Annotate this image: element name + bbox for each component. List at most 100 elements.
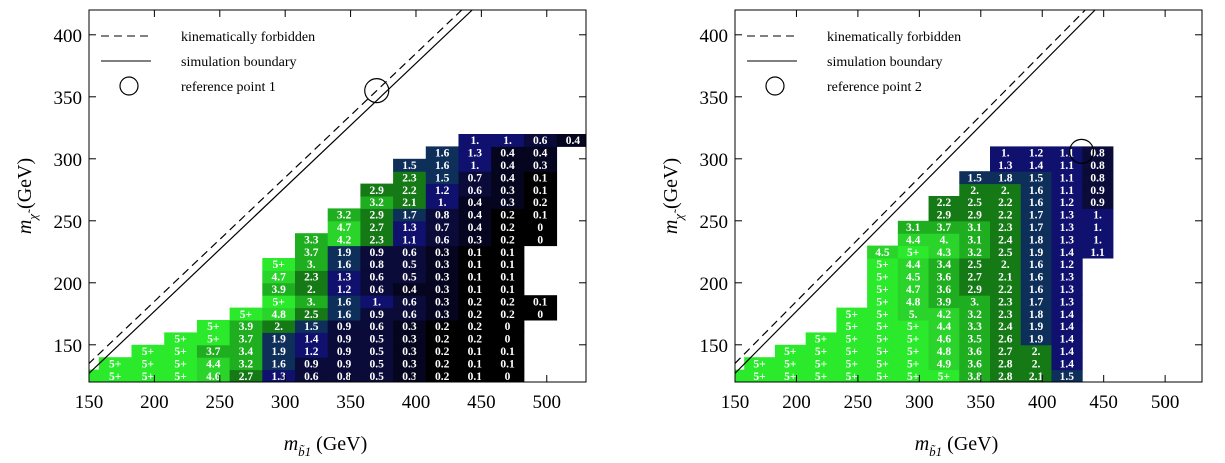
cell-label: 0.8 [337, 371, 352, 383]
cell-label: 4.8 [937, 346, 952, 358]
heatmap-cell [327, 245, 361, 259]
cell-label: 1.8 [1029, 234, 1044, 246]
heatmap-cell [1020, 146, 1052, 160]
cell-label: 3.1 [967, 222, 982, 234]
heatmap-cell [959, 220, 991, 234]
cell-label: 2.2 [402, 185, 417, 197]
y-axis-units: (GeV) [660, 158, 682, 214]
cell-label: 1.1 [402, 234, 417, 246]
cell-label: 0.2 [500, 234, 515, 246]
heatmap-cell [327, 233, 361, 247]
cell-label: 0.2 [468, 334, 483, 346]
cell-label: 0.2 [500, 222, 515, 234]
cell-label: 0.1 [533, 296, 548, 308]
cell-label: 0.9 [370, 247, 385, 259]
cell-label: 1.3 [337, 272, 352, 284]
cell-label: 0.2 [533, 197, 548, 209]
cell-label: 0.2 [435, 358, 450, 370]
heatmap-cell [327, 258, 361, 271]
cell-label: 1.1 [1060, 185, 1075, 197]
cell-label: 0.3 [533, 160, 548, 172]
heatmap-cell [867, 245, 899, 259]
heatmap-cell [928, 258, 960, 271]
heatmap-cell [360, 320, 394, 333]
heatmap-cell [458, 208, 492, 222]
cell-label: 1.3 [402, 222, 417, 234]
y-axis-symbol: m [14, 220, 36, 234]
cell-label: 0.8 [1090, 160, 1105, 172]
heatmap-cell [393, 357, 427, 371]
x-tick-label: 350 [967, 392, 996, 413]
cell-label: 4.7 [337, 222, 352, 234]
cell-label: 0.1 [468, 259, 483, 271]
heatmap-cell [393, 245, 427, 259]
cell-label: 5+ [174, 358, 186, 370]
heatmap-cell [458, 320, 492, 333]
cell-label: 5+ [938, 371, 950, 383]
heatmap-cell [523, 196, 558, 209]
heatmap-cell [928, 245, 960, 259]
heatmap-cell [774, 369, 807, 382]
heatmap-cell [98, 369, 133, 382]
cell-label: 0.5 [370, 334, 385, 346]
cell-label: 3.4 [937, 259, 952, 271]
heatmap-cell [458, 332, 492, 346]
heatmap-cell [229, 357, 263, 371]
cell-label: 0.6 [402, 247, 417, 259]
heatmap-cell [262, 332, 296, 346]
heatmap-cell [98, 357, 133, 371]
cell-label: 3.6 [967, 358, 982, 370]
cell-label: 1.8 [1029, 309, 1044, 321]
cell-label: 5+ [846, 346, 858, 358]
cell-label: 5+ [876, 334, 888, 346]
heatmap-cell [425, 320, 459, 333]
heatmap-cell [1020, 295, 1052, 309]
cell-label: 0.3 [435, 284, 450, 296]
cell-label: 2.4 [998, 234, 1013, 246]
cell-label: 0.1 [533, 210, 548, 222]
heatmap-cell [425, 196, 459, 209]
cell-label: 1.1 [1060, 172, 1075, 184]
cell-label: 0.8 [1090, 148, 1105, 160]
cell-label: 1. [471, 135, 480, 147]
cell-label: 5+ [846, 371, 858, 383]
cell-label: 5+ [240, 309, 252, 321]
cell-label: 5+ [753, 371, 765, 383]
cell-label: 1.6 [1029, 185, 1044, 197]
cell-label: 0.1 [500, 272, 515, 284]
cell-label: 5+ [142, 358, 154, 370]
cell-label: 5+ [907, 334, 919, 346]
cell-label: 0.3 [435, 272, 450, 284]
heatmap-cell [1020, 196, 1052, 209]
cell-label: 3.8 [967, 371, 982, 383]
cells-group: 5+ 5+ 5+ 5+ 4.6 2.7 1.3 0.6 0.8 0.5 0.3 0.2 0.1 05+ 5+… [89, 134, 586, 383]
heatmap-cell [229, 344, 263, 358]
heatmap-cell [1082, 196, 1114, 209]
heatmap-cell [458, 134, 492, 147]
heatmap-cell [867, 344, 899, 358]
cell-label: 2. [1032, 346, 1041, 358]
cell-label: 5+ [876, 259, 888, 271]
heatmap-cell [867, 282, 899, 296]
heatmap-cell [836, 320, 868, 333]
heatmap-cell [425, 245, 459, 259]
heatmap-cell [262, 369, 296, 382]
heatmap-cell [990, 146, 1022, 160]
cell-label: 0.8 [435, 210, 450, 222]
cell-label: 5+ [876, 309, 888, 321]
cell-label: 4.6 [937, 334, 952, 346]
cell-label: 4.2 [337, 234, 352, 246]
cell-label: 1.3 [1060, 222, 1075, 234]
heatmap-cell [491, 270, 525, 284]
heatmap-cell [523, 208, 558, 222]
heatmap-cell [1051, 307, 1083, 321]
cell-label: 0.2 [435, 371, 450, 383]
heatmap-cell [1020, 357, 1052, 371]
cell-label: 1. [1093, 210, 1102, 222]
cell-label: 2. [307, 284, 316, 296]
heatmap-cell [294, 332, 329, 346]
heatmap-cell [360, 282, 394, 296]
cell-label: 2. [1001, 259, 1010, 271]
cell-label: 0.3 [402, 358, 417, 370]
cell-label: 0.7 [468, 172, 483, 184]
